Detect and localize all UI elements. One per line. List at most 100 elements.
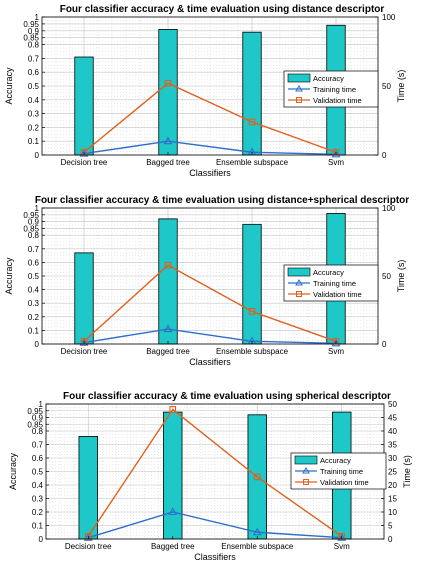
accuracy-bar — [242, 223, 262, 345]
legend-label: Accuracy — [320, 456, 351, 465]
y2-tick-label: 100 — [382, 204, 396, 213]
y-tick-label: 0.5 — [28, 82, 40, 91]
y-tick-label: 0.1 — [32, 522, 44, 531]
y-axis-label: Accuracy — [4, 67, 14, 105]
validation-time-line — [83, 82, 337, 153]
y-tick-label: 0.7 — [32, 441, 44, 450]
y2-tick-label: 20 — [388, 481, 397, 490]
legend: Accuracy Training time Validation time — [283, 264, 379, 302]
legend-marker-square — [296, 291, 302, 297]
y-tick-label: 0.9 — [32, 414, 44, 423]
legend-swatch-accuracy — [294, 455, 318, 465]
chart-panel-3: Four classifier accuracy & time evaluati… — [8, 391, 412, 562]
legend-swatch-accuracy — [287, 73, 311, 83]
chart-panel-1: Four classifier accuracy & time evaluati… — [4, 4, 406, 178]
validation-time-point — [248, 308, 256, 315]
legend-marker-square — [303, 479, 309, 485]
y-tick-label: 0.3 — [32, 495, 44, 504]
training-time-line — [83, 328, 337, 345]
x-tick-label: Decision tree — [61, 158, 108, 167]
y-tick-label: 0.5 — [32, 468, 44, 477]
y-tick-label: 0.4 — [28, 96, 40, 105]
y2-tick-label: 10 — [388, 508, 397, 517]
legend-label: Training time — [313, 85, 356, 94]
legend-marker-triangle — [295, 279, 303, 286]
legend-marker-triangle — [295, 85, 303, 92]
legend: Accuracy Training time Validation time — [290, 452, 387, 490]
y-tick-label: 0.2 — [28, 123, 40, 132]
y2-tick-label: 0 — [382, 151, 387, 160]
chart-panel-2: Four classifier accuracy & time evaluati… — [4, 195, 409, 367]
y-tick-label: 0.9 — [28, 218, 40, 227]
y-tick-label: 0.4 — [28, 286, 40, 295]
x-tick-label: Bagged tree — [151, 542, 195, 551]
x-tick-label: Ensemble subspace — [221, 542, 294, 551]
y-tick-label: 0.3 — [28, 110, 40, 119]
validation-time-point — [248, 118, 256, 126]
x-tick-label: Svm — [328, 158, 344, 167]
x-tick-label: Svm — [334, 542, 350, 551]
training-time-point — [163, 136, 173, 145]
x-axis-label: Classifiers — [194, 552, 236, 562]
y-tick-label: 0.6 — [32, 454, 44, 463]
x-tick-label: Decision tree — [61, 347, 108, 356]
legend-label: Accuracy — [313, 268, 344, 277]
y-tick-label: 0.95 — [23, 20, 39, 29]
y-tick-label: 0.9 — [28, 27, 40, 36]
legend-marker-square — [296, 97, 302, 103]
y2-axis-label: Time (s) — [396, 70, 406, 103]
y-tick-label: 0.5 — [28, 272, 40, 281]
x-tick-label: Ensemble subspace — [216, 158, 289, 167]
x-tick-label: Bagged tree — [146, 158, 190, 167]
x-axis-label: Classifiers — [189, 357, 231, 367]
y-tick-label: 0.95 — [27, 407, 43, 416]
legend: Accuracy Training time Validation time — [283, 70, 379, 108]
legend-label: Accuracy — [313, 74, 344, 83]
y-tick-label: 0.6 — [28, 258, 40, 267]
validation-time-point — [253, 473, 261, 481]
y2-tick-label: 30 — [388, 454, 397, 463]
y-tick-label: 0.1 — [28, 326, 40, 335]
y2-tick-label: 50 — [382, 272, 391, 281]
validation-time-point — [169, 406, 177, 413]
y2-tick-label: 40 — [388, 427, 397, 436]
legend-label: Validation time — [313, 96, 362, 105]
chart-title: Four classifier accuracy & time evaluati… — [63, 391, 391, 402]
y-tick-label: 0.85 — [27, 420, 43, 429]
legend-marker-triangle — [302, 467, 310, 474]
y-tick-label: 1 — [35, 13, 40, 22]
y2-tick-label: 45 — [388, 414, 397, 423]
y2-axis-label: Time (s) — [396, 260, 406, 293]
y2-axis-label: Time (s) — [402, 455, 412, 488]
y2-tick-label: 5 — [388, 522, 393, 531]
legend-label: Training time — [320, 467, 363, 476]
y-tick-label: 0.2 — [32, 508, 44, 517]
y-tick-label: 0 — [35, 151, 40, 160]
y-tick-label: 0.7 — [28, 245, 40, 254]
x-axis-label: Classifiers — [189, 168, 231, 178]
y-axis-label: Accuracy — [8, 452, 18, 490]
y-tick-label: 0.85 — [23, 224, 39, 233]
legend-swatch-accuracy — [287, 267, 311, 277]
accuracy-bar — [78, 435, 98, 540]
y2-tick-label: 0 — [388, 535, 393, 544]
y-tick-label: 0.6 — [28, 68, 40, 77]
chart-title: Four classifier accuracy & time evaluati… — [60, 4, 385, 15]
accuracy-bar — [158, 29, 178, 156]
y2-tick-label: 35 — [388, 441, 397, 450]
legend-label: Training time — [313, 279, 356, 288]
x-tick-label: Decision tree — [65, 542, 112, 551]
training-time-point — [79, 338, 89, 346]
accuracy-bar — [242, 31, 262, 156]
training-time-point — [168, 507, 178, 516]
y-tick-label: 1 — [35, 204, 40, 213]
y2-tick-label: 25 — [388, 468, 397, 477]
accuracy-bar — [74, 252, 94, 345]
y-axis-label: Accuracy — [4, 257, 14, 295]
y2-tick-label: 50 — [388, 400, 397, 409]
chart-title: Four classifier accuracy & time evaluati… — [35, 195, 409, 206]
validation-time-point — [164, 79, 172, 87]
y2-tick-label: 100 — [382, 13, 396, 22]
